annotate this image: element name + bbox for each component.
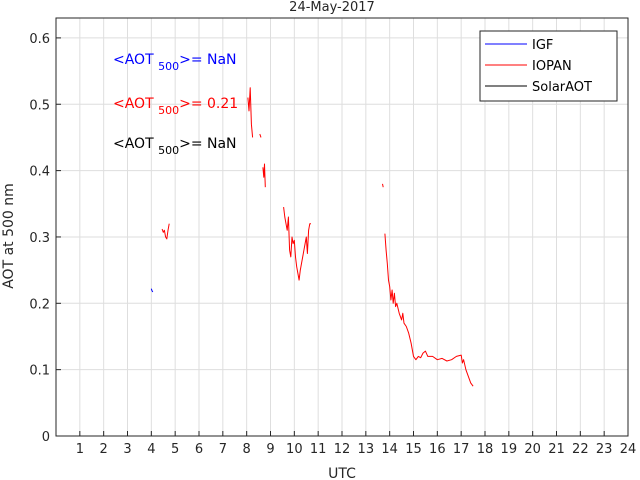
y-tick-label: 0.1 bbox=[29, 364, 50, 379]
x-tick-label: 6 bbox=[195, 442, 203, 457]
chart-title: 24-May-2017 bbox=[289, 0, 375, 15]
x-tick-label: 7 bbox=[219, 442, 227, 457]
x-tick-label: 10 bbox=[286, 442, 303, 457]
x-tick-label: 23 bbox=[596, 442, 613, 457]
series-igf bbox=[150, 288, 154, 293]
series-line-iopan bbox=[262, 163, 266, 188]
y-axis-label: AOT at 500 nm bbox=[1, 183, 17, 289]
x-tick-label: 8 bbox=[243, 442, 251, 457]
aot-annotation: <AOT 500>= NaN bbox=[113, 136, 237, 157]
x-tick-label: 18 bbox=[477, 442, 494, 457]
x-tick-label: 19 bbox=[501, 442, 518, 457]
series-line-iopan bbox=[259, 133, 262, 138]
x-tick-label: 21 bbox=[548, 442, 565, 457]
annotations: <AOT 500>= NaN <AOT 500>= 0.21 <AOT 500>= … bbox=[113, 52, 238, 157]
y-axis: 0 0.1 0.2 0.3 0.4 0.5 0.6 bbox=[29, 32, 61, 445]
series-line-iopan bbox=[283, 207, 311, 281]
legend-box bbox=[479, 30, 618, 102]
x-tick-label: 15 bbox=[405, 442, 422, 457]
series-line-iopan bbox=[161, 223, 170, 240]
series-iopan bbox=[161, 87, 474, 387]
legend-label: IOPAN bbox=[532, 59, 572, 74]
x-tick-label: 9 bbox=[266, 442, 274, 457]
y-tick-label: 0.3 bbox=[29, 231, 50, 246]
series-line-igf bbox=[150, 288, 154, 293]
x-tick-label: 16 bbox=[429, 442, 446, 457]
x-tick-label: 3 bbox=[123, 442, 131, 457]
x-tick-label: 17 bbox=[453, 442, 470, 457]
x-axis: 1 2 3 4 5 6 7 8 9 10 11 12 13 14 15 16 17 18 19 20 21 22 23 24 bbox=[76, 431, 637, 457]
x-tick-label: 13 bbox=[358, 442, 375, 457]
x-tick-label: 5 bbox=[171, 442, 179, 457]
series-line-iopan bbox=[382, 183, 384, 188]
aot-annotation: <AOT 500>= 0.21 bbox=[113, 96, 238, 117]
x-tick-label: 12 bbox=[334, 442, 351, 457]
x-axis-label: UTC bbox=[328, 466, 356, 480]
x-tick-label: 22 bbox=[572, 442, 589, 457]
legend-label: SolarAOT bbox=[532, 80, 592, 95]
x-tick-label: 2 bbox=[100, 442, 108, 457]
y-tick-label: 0.6 bbox=[29, 32, 50, 47]
x-tick-label: 4 bbox=[147, 442, 155, 457]
y-tick-label: 0.2 bbox=[29, 297, 50, 312]
y-tick-label: 0.4 bbox=[29, 165, 50, 180]
x-tick-label: 20 bbox=[524, 442, 541, 457]
x-tick-label: 11 bbox=[310, 442, 327, 457]
grid bbox=[56, 18, 629, 437]
series-line-iopan bbox=[247, 87, 254, 138]
y-tick-label: 0 bbox=[42, 430, 50, 445]
series-line-iopan bbox=[384, 233, 474, 387]
aot-annotation: <AOT 500>= NaN bbox=[113, 52, 237, 73]
legend: IGF IOPAN SolarAOT bbox=[479, 30, 618, 102]
x-tick-label: 24 bbox=[620, 442, 637, 457]
series-layer bbox=[150, 87, 474, 387]
legend-label: IGF bbox=[532, 38, 553, 53]
y-tick-label: 0.5 bbox=[29, 98, 50, 113]
x-tick-label: 1 bbox=[76, 442, 84, 457]
x-tick-label: 14 bbox=[381, 442, 398, 457]
